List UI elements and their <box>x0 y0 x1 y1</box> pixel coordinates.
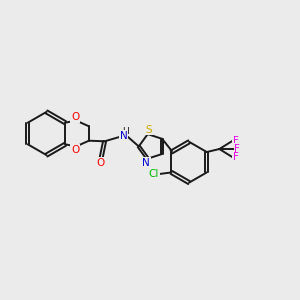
Text: N: N <box>142 158 150 168</box>
Text: S: S <box>146 124 152 135</box>
Text: O: O <box>71 112 80 122</box>
Text: Cl: Cl <box>149 169 159 179</box>
Text: F: F <box>233 136 239 146</box>
Text: H: H <box>122 127 129 136</box>
Text: O: O <box>97 158 105 168</box>
Text: N: N <box>120 130 127 141</box>
Text: O: O <box>71 145 80 155</box>
Text: F: F <box>234 144 240 154</box>
Text: F: F <box>233 152 239 162</box>
